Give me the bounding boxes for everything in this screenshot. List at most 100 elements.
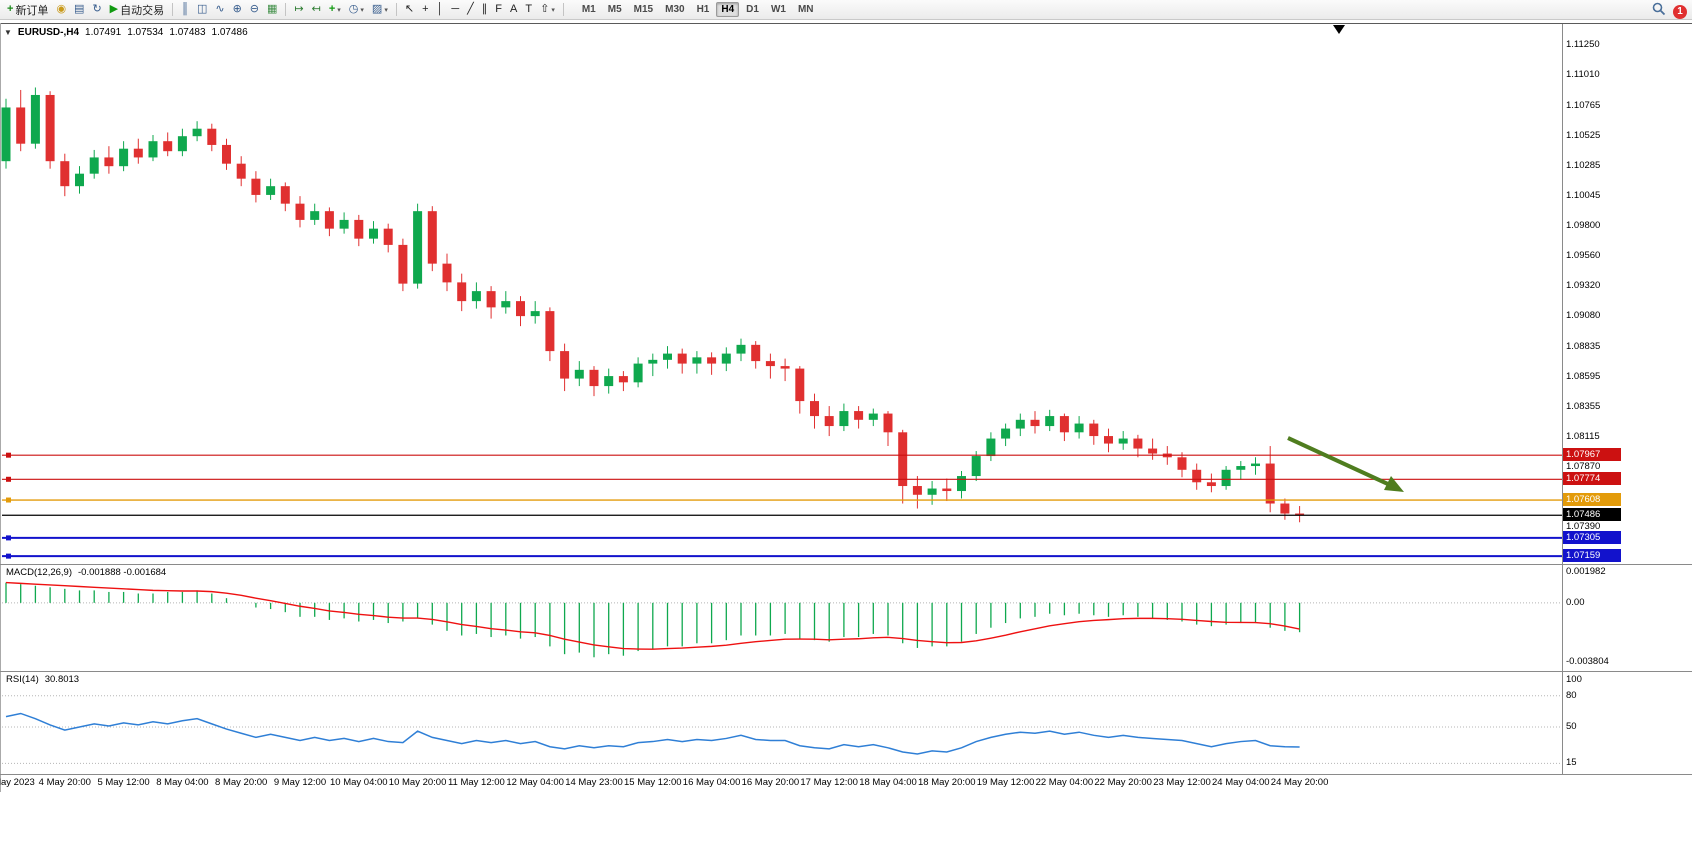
toolbar-button-cursor[interactable]: ↖	[401, 1, 418, 18]
chart-high-value: 1.07534	[127, 27, 164, 38]
timeframe-button-m15[interactable]: M15	[633, 4, 654, 15]
chart-close-value: 1.07486	[211, 27, 248, 38]
macd-indicator-values: -0.001888 -0.001684	[78, 567, 167, 578]
rsi-indicator-value: 30.8013	[44, 674, 80, 685]
toolbar-button-zoom-out[interactable]: ⊖	[246, 1, 263, 18]
macd-signal-line	[5, 581, 1300, 650]
profiles-icon: ▤	[74, 3, 85, 15]
trend-arrow-annotation[interactable]	[1287, 436, 1404, 492]
toolbar-button-expert-advisors[interactable]: ◉	[52, 1, 70, 18]
support-line-blue-2-handle[interactable]	[6, 553, 11, 559]
chart-open-value: 1.07491	[85, 27, 122, 38]
crosshair-icon: +	[422, 3, 429, 15]
templates-icon: ▨	[371, 3, 383, 15]
toolbar-button-templates[interactable]: ▨ ▾	[368, 1, 392, 18]
rsi-indicator-name: RSI(14)	[6, 674, 39, 685]
text-label-icon: T	[525, 3, 533, 15]
toolbar-button-vertical-line[interactable]: │	[433, 1, 448, 18]
resistance-line-1-handle[interactable]	[6, 452, 11, 458]
toolbar-button-indicators[interactable]: + ▾	[325, 1, 345, 18]
new-order-icon: +	[7, 3, 14, 15]
toolbar-separator	[395, 3, 397, 16]
toolbar-right: 1	[1652, 2, 1687, 21]
toolbar-button-bar-chart[interactable]: ║	[177, 1, 193, 18]
timeframe-toolbar: M1 M5 M15 M30 H1 H4 D1 W1 MN	[576, 2, 820, 17]
toolbar-button-chart-shift[interactable]: ↤	[308, 1, 325, 18]
notification-badge[interactable]: 1	[1673, 4, 1687, 19]
toolbar-separator	[562, 3, 564, 16]
rsi-panel-title: RSI(14) 30.8013	[6, 674, 79, 685]
toolbar-button-line-chart[interactable]: ∿	[211, 1, 228, 18]
toolbar-separator	[172, 3, 174, 16]
toolbar-label-new-order: 新订单	[15, 4, 49, 17]
trendline-icon: ╱	[467, 3, 474, 15]
toolbar-buttons: + 新订单 ◉ ▤ ↻ ▶ 自动交易 ║ ◫ ∿ ⊕ ⊖ ▦ ↦ ↤ + ▾ ◷ ▾ ▨ ▾ ↖ + │ ─ ╱ ∥ F A T ⇧ ▾	[3, 0, 568, 19]
chart-symbol-period: EURUSD-,H4	[17, 27, 80, 38]
text-icon: A	[510, 3, 518, 15]
candlestick-chart-icon: ◫	[196, 3, 208, 15]
toolbar-button-autotrading[interactable]: ▶ 自动交易	[106, 1, 168, 18]
timeframe-button-m30[interactable]: M30	[665, 4, 685, 15]
support-line-orange-handle[interactable]	[6, 497, 11, 503]
indicators-icon: +	[328, 3, 336, 15]
timeframe-button-mn[interactable]: MN	[797, 4, 814, 15]
tile-windows-icon: ▦	[267, 3, 278, 15]
toolbar-button-auto-scroll[interactable]: ↦	[290, 1, 307, 18]
candlestick-series	[1, 87, 1305, 523]
toolbar-button-trendline[interactable]: ╱	[463, 1, 478, 18]
autotrading-icon: ▶	[109, 3, 119, 15]
main-toolbar: + 新订单 ◉ ▤ ↻ ▶ 自动交易 ║ ◫ ∿ ⊕ ⊖ ▦ ↦ ↤ + ▾ ◷ ▾ ▨ ▾ ↖ + │ ─ ╱ ∥ F A T ⇧ ▾ M1…	[0, 0, 1692, 20]
timeframe-button-d1[interactable]: D1	[746, 4, 759, 15]
timeframe-button-m1[interactable]: M1	[581, 4, 596, 15]
toolbar-button-horizontal-line[interactable]: ─	[447, 1, 463, 18]
timeframe-button-h4[interactable]: H4	[716, 2, 740, 17]
macd-indicator-name: MACD(12,26,9)	[6, 567, 72, 578]
resistance-line-2-handle[interactable]	[6, 476, 11, 482]
arrows-icon: ⇧	[540, 3, 550, 15]
toolbar-button-crosshair[interactable]: +	[418, 1, 432, 18]
timeframe-button-w1[interactable]: W1	[770, 4, 786, 15]
periods-icon: ◷	[348, 3, 359, 15]
support-line-blue-1-handle[interactable]	[6, 535, 11, 541]
toolbar-button-zoom-in[interactable]: ⊕	[229, 1, 246, 18]
toolbar-button-text-label[interactable]: T	[521, 1, 536, 18]
toolbar-button-new-order[interactable]: + 新订单	[3, 1, 52, 18]
zoom-in-icon: ⊕	[232, 3, 242, 15]
timeframe-button-h1[interactable]: H1	[696, 4, 710, 15]
search-icon[interactable]	[1652, 2, 1666, 21]
toolbar-button-arrows[interactable]: ⇧ ▾	[536, 1, 559, 18]
toolbar-button-profiles[interactable]: ▤	[70, 1, 88, 18]
cursor-icon: ↖	[404, 3, 415, 15]
rsi-line	[5, 712, 1300, 755]
toolbar-button-text[interactable]: A	[506, 1, 521, 18]
chart-header: ▼ EURUSD-,H4 1.07491 1.07534 1.07483 1.0…	[4, 27, 248, 38]
macd-panel-title: MACD(12,26,9) -0.001888 -0.001684	[6, 567, 166, 578]
vertical-line-icon: │	[436, 3, 444, 15]
one-click-trading-toggle[interactable]: ▼	[4, 28, 12, 37]
dropdown-caret-icon: ▾	[551, 6, 555, 14]
equidistant-channel-icon: ∥	[481, 3, 488, 15]
scroll-to-end-marker[interactable]	[1333, 25, 1345, 34]
toolbar-button-candlestick-chart[interactable]: ◫	[193, 1, 211, 18]
toolbar-button-periods[interactable]: ◷ ▾	[345, 1, 368, 18]
dropdown-caret-icon: ▾	[360, 6, 364, 14]
fibonacci-icon: F	[495, 3, 503, 15]
timeframe-button-m5[interactable]: M5	[607, 4, 622, 15]
toolbar-button-tile-windows[interactable]: ▦	[263, 1, 281, 18]
chart-low-value: 1.07483	[169, 27, 206, 38]
toolbar-button-refresh[interactable]: ↻	[88, 1, 105, 18]
auto-scroll-icon: ↦	[294, 3, 304, 15]
toolbar-button-fibonacci[interactable]: F	[491, 1, 506, 18]
horizontal-line-icon: ─	[451, 3, 460, 15]
dropdown-caret-icon: ▾	[384, 6, 388, 14]
line-chart-icon: ∿	[215, 3, 225, 15]
macd-histogram	[5, 582, 1301, 658]
expert-advisors-icon: ◉	[56, 3, 67, 15]
bar-chart-icon: ║	[181, 3, 189, 15]
refresh-icon: ↻	[92, 3, 102, 15]
toolbar-separator	[285, 3, 287, 16]
toolbar-button-equidistant-channel[interactable]: ∥	[478, 1, 492, 18]
dropdown-caret-icon: ▾	[337, 6, 341, 14]
